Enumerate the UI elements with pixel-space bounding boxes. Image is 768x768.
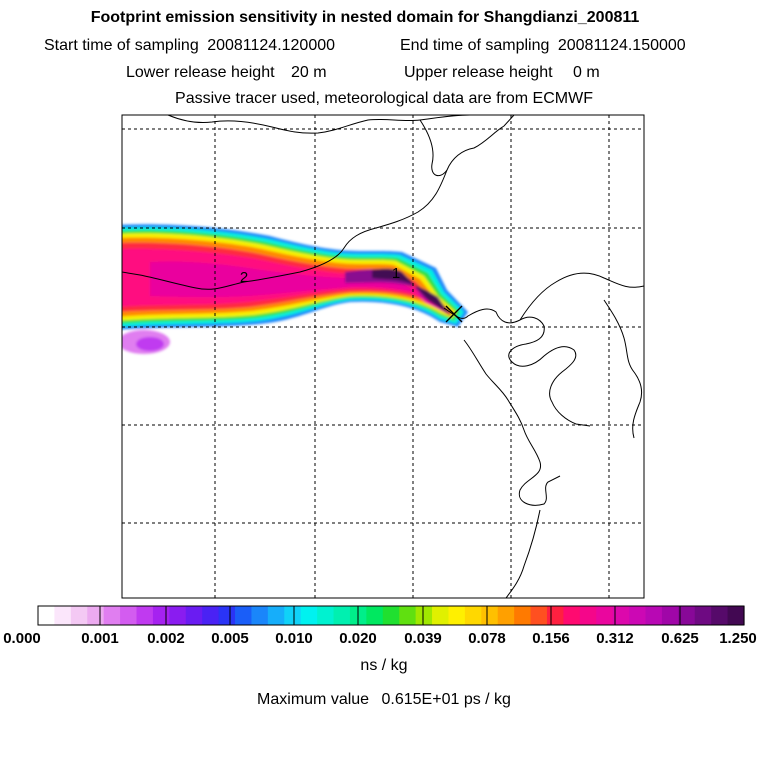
colorbar-swatch — [546, 606, 564, 625]
coastline-right — [603, 299, 643, 439]
plume-band-purple-core — [345, 269, 450, 315]
release-site-marker — [445, 305, 463, 323]
colorbar-frame — [37, 605, 745, 626]
colorbar-swatch — [120, 606, 138, 625]
colorbar-swatch — [514, 606, 532, 625]
colorbar-swatch — [694, 606, 712, 625]
upper-release-line: Upper release height 0 m — [404, 64, 600, 81]
upper-release-label: Upper release height — [404, 64, 553, 81]
lower-release-value: 20 m — [291, 64, 327, 81]
colorbar-swatch — [284, 606, 302, 625]
colorbar-swatch — [317, 606, 335, 625]
max-value: 0.615E+01 ps / kg — [382, 691, 511, 708]
coastline-south-lower — [505, 509, 541, 598]
plume-field — [122, 224, 468, 354]
colorbar-swatch — [448, 606, 466, 625]
colorbar-swatch — [464, 606, 482, 625]
colorbar-tick-label: 0.020 — [339, 630, 377, 647]
colorbar-swatch — [415, 606, 433, 625]
colorbar-swatch — [497, 606, 515, 625]
colorbar-tick-label: 0.312 — [596, 630, 634, 647]
colorbar-swatch — [87, 606, 105, 625]
end-time-label: End time of sampling — [400, 37, 549, 54]
colorbar-swatch — [645, 606, 663, 625]
coastlines — [122, 115, 644, 598]
colorbar-swatch — [579, 606, 597, 625]
colorbar-ticks: 0.000 0.001 0.002 0.005 0.010 0.020 0.03… — [3, 630, 757, 647]
colorbar-tick-label: 0.156 — [532, 630, 570, 647]
colorbar-swatch — [54, 606, 72, 625]
end-time-line: End time of sampling 20081124.150000 — [400, 37, 686, 54]
map-background — [122, 115, 644, 598]
colorbar-swatch — [711, 606, 729, 625]
colorbar-tick-label: 0.039 — [404, 630, 442, 647]
colorbar-swatch — [251, 606, 269, 625]
colorbar-swatch — [218, 606, 236, 625]
colorbar — [37, 605, 745, 626]
plume-band-pink-core — [150, 261, 448, 314]
upper-release-value: 0 m — [573, 64, 600, 81]
colorbar-swatch — [267, 606, 285, 625]
colorbar-swatch — [235, 606, 253, 625]
plume-label-1: 1 — [392, 265, 400, 282]
start-time-value: 20081124.120000 — [207, 37, 335, 54]
colorbar-tick-label: 0.078 — [468, 630, 506, 647]
chart-title: Footprint emission sensitivity in nested… — [91, 9, 640, 26]
map-panel: 1 2 — [121, 114, 645, 599]
colorbar-swatch — [530, 606, 548, 625]
colorbar-tick-label: 0.010 — [275, 630, 313, 647]
colorbar-swatch — [481, 606, 499, 625]
colorbar-swatch — [678, 606, 696, 625]
coastline-east — [519, 272, 644, 321]
colorbar-swatch — [70, 606, 88, 625]
colorbar-swatch — [103, 606, 121, 625]
colorbar-swatch — [202, 606, 220, 625]
map-frame — [121, 114, 645, 599]
max-value-label: Maximum value — [257, 691, 369, 708]
colorbar-tick-label: 0.002 — [147, 630, 185, 647]
border-line-east — [419, 115, 515, 177]
plume-band-dark-core — [372, 268, 452, 316]
colorbar-swatch — [727, 606, 745, 625]
colorbar-swatch — [38, 606, 56, 625]
border-line-mid — [122, 169, 448, 290]
colorbar-swatch — [399, 606, 417, 625]
end-time-value: 20081124.150000 — [558, 37, 686, 54]
coastline-south — [463, 339, 561, 506]
grid-lines — [122, 115, 644, 598]
colorbar-unit: ns / kg — [360, 657, 407, 674]
colorbar-swatch — [596, 606, 614, 625]
colorbar-swatch — [612, 606, 630, 625]
coastline-bohai — [443, 307, 591, 427]
colorbar-swatch — [300, 606, 318, 625]
colorbar-swatch — [432, 606, 450, 625]
colorbar-swatch — [152, 606, 170, 625]
colorbar-tick-label: 0.005 — [211, 630, 249, 647]
colorbar-swatch — [661, 606, 679, 625]
start-time-label: Start time of sampling — [44, 37, 199, 54]
colorbar-swatch — [629, 606, 647, 625]
colorbar-tick-label: 1.250 — [719, 630, 757, 647]
colorbar-swatch — [333, 606, 351, 625]
chart-note: Passive tracer used, meteorological data… — [175, 90, 593, 107]
lower-release-line: Lower release height 20 m — [126, 64, 327, 81]
start-time-line: Start time of sampling 20081124.120000 — [44, 37, 335, 54]
colorbar-swatch — [366, 606, 384, 625]
plume-label-2: 2 — [240, 269, 248, 286]
colorbar-tick-label: 0.625 — [661, 630, 699, 647]
max-value-line: Maximum value 0.615E+01 ps / kg — [257, 691, 511, 708]
colorbar-tick-label: 0.000 — [3, 630, 41, 647]
colorbar-swatch — [169, 606, 187, 625]
colorbar-tick-label: 0.001 — [81, 630, 119, 647]
colorbar-swatch — [136, 606, 154, 625]
colorbar-swatch — [185, 606, 203, 625]
colorbar-swatch — [563, 606, 581, 625]
lower-release-label: Lower release height — [126, 64, 275, 81]
plume-patch-inner — [136, 337, 164, 351]
colorbar-swatch — [382, 606, 400, 625]
